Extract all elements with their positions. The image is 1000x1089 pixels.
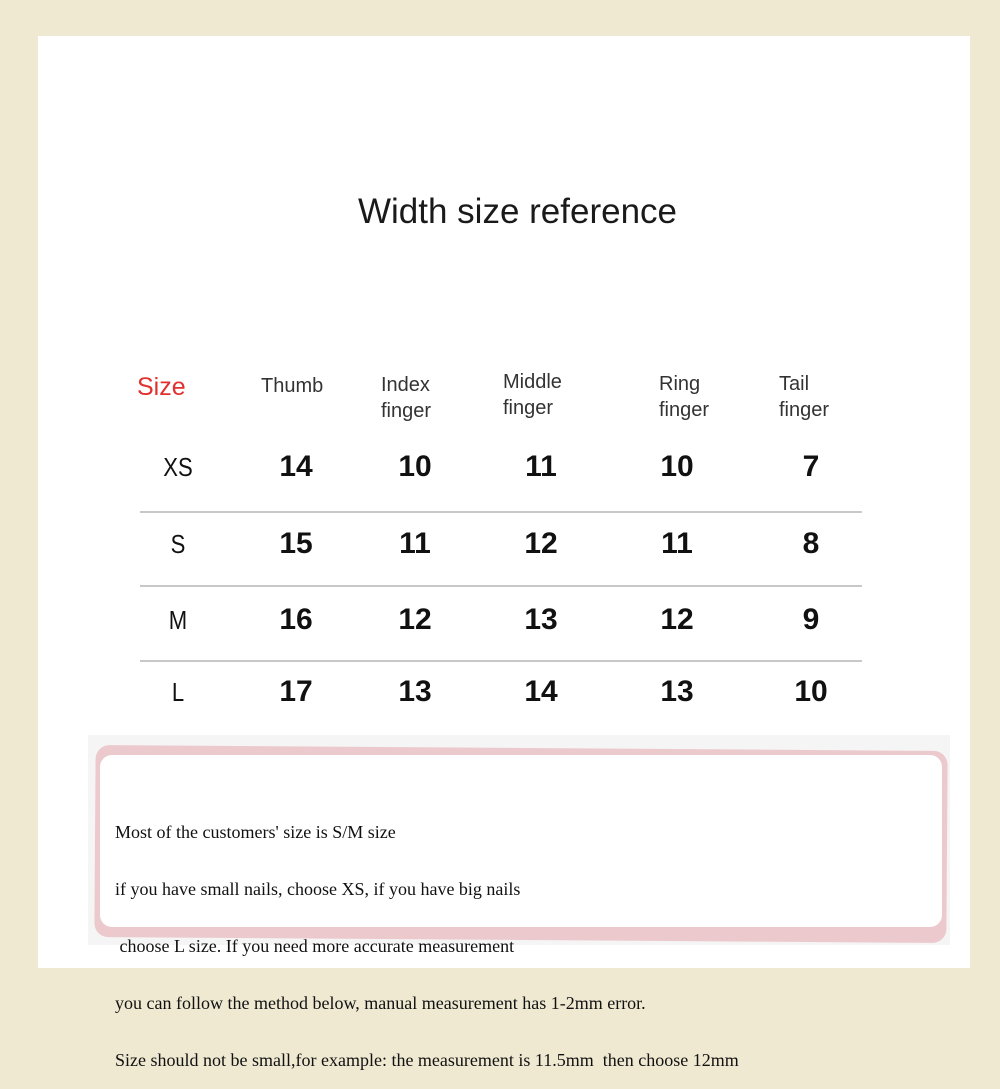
page-title: Width size reference — [357, 192, 678, 231]
table-cell: 11 — [525, 450, 557, 483]
row-divider — [140, 511, 862, 513]
table-cell: 9 — [802, 603, 820, 636]
row-divider — [140, 660, 862, 662]
row-divider — [140, 585, 862, 587]
note-box — [100, 755, 942, 927]
table-cell: 12 — [398, 603, 432, 636]
header-index-line1: Index — [381, 374, 430, 396]
header-tail-line2: finger — [779, 399, 830, 421]
table-cell: 10 — [398, 450, 432, 483]
size-label: L — [171, 677, 185, 707]
size-label: M — [168, 605, 188, 635]
table-cell: 11 — [661, 527, 693, 560]
table-cell: 13 — [660, 675, 694, 708]
table-cell: 10 — [660, 450, 694, 483]
header-tail: Tail finger — [779, 371, 829, 423]
table-cell: 13 — [524, 603, 558, 636]
header-middle-line2: finger — [503, 397, 554, 419]
note-text: Most of the customers' size is S/M size … — [115, 785, 739, 1089]
header-middle-line1: Middle — [503, 371, 562, 393]
table-cell: 12 — [660, 603, 694, 636]
header-ring: Ring finger — [659, 371, 709, 423]
table-cell: 15 — [279, 527, 313, 560]
table-cell: 17 — [279, 675, 313, 708]
note-line: choose L size. If you need more accurate… — [115, 936, 515, 956]
table-cell: 10 — [794, 675, 828, 708]
header-index: Index finger — [381, 372, 431, 424]
table-cell: 12 — [524, 527, 558, 560]
header-ring-line2: finger — [659, 399, 710, 421]
table-cell: 8 — [802, 527, 820, 560]
header-thumb: Thumb — [261, 375, 324, 397]
table-cell: 11 — [399, 527, 431, 560]
table-cell: 13 — [398, 675, 432, 708]
header-index-line2: finger — [381, 400, 432, 422]
note-line: if you have small nails, choose XS, if y… — [115, 879, 521, 899]
table-cell: 16 — [279, 603, 313, 636]
header-middle: Middle finger — [503, 369, 562, 421]
header-size: Size — [137, 373, 186, 401]
size-label: XS — [163, 452, 193, 482]
note-line: you can follow the method below, manual … — [115, 993, 646, 1013]
table-cell: 14 — [279, 450, 313, 483]
note-line: Size should not be small,for example: th… — [115, 1050, 739, 1070]
table-cell: 14 — [524, 675, 558, 708]
header-ring-line1: Ring — [659, 373, 701, 395]
header-tail-line1: Tail — [779, 373, 810, 395]
note-line: Most of the customers' size is S/M size — [115, 822, 396, 842]
size-label: S — [170, 529, 186, 559]
table-cell: 7 — [802, 450, 820, 483]
